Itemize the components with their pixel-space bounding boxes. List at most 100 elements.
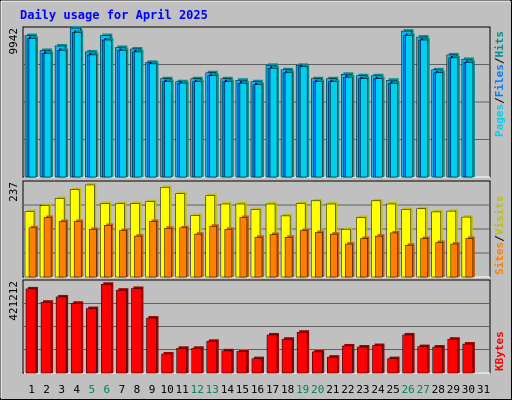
day-tick-label: 31 <box>477 383 490 396</box>
pages-bar <box>435 72 443 178</box>
visits-legend-item: / <box>493 235 506 242</box>
kbytes-bar <box>236 351 248 374</box>
kbytes-bar <box>387 358 398 374</box>
sites-bar <box>284 237 293 278</box>
visits-legend: Sites/Visits <box>493 196 506 276</box>
hits-legend-item: / <box>493 97 506 104</box>
day-tick-label: 16 <box>251 383 264 396</box>
sites-bar <box>58 221 67 278</box>
pages-bar <box>375 78 383 178</box>
sites-bar <box>89 229 97 278</box>
kbytes-bar <box>176 348 187 374</box>
pages-bar <box>405 35 413 178</box>
day-tick-label: 23 <box>356 383 369 396</box>
kbytes-bar <box>86 308 97 374</box>
pages-bar <box>345 77 353 178</box>
day-tick-label: 5 <box>88 383 95 396</box>
kbytes-bar <box>402 334 413 374</box>
pages-bar <box>89 54 97 178</box>
kbytes-bar <box>342 345 353 374</box>
sites-bar <box>420 238 428 278</box>
day-tick-label: 29 <box>447 383 460 396</box>
kbytes-bar <box>327 356 338 374</box>
pages-bar <box>420 39 428 178</box>
day-tick-label: 2 <box>43 383 50 396</box>
visits-legend-item: Sites <box>493 242 506 275</box>
pages-bar <box>209 75 218 178</box>
day-tick-label: 15 <box>236 383 249 396</box>
sites-bar <box>73 221 82 278</box>
kbytes-bar <box>447 338 459 374</box>
day-tick-label: 1 <box>28 383 35 396</box>
day-tick-label: 12 <box>191 383 204 396</box>
day-tick-label: 28 <box>432 383 445 396</box>
kbytes-ymax-label: 421212 <box>7 281 20 321</box>
sites-bar <box>405 245 413 278</box>
day-tick-label: 26 <box>402 383 415 396</box>
kbytes-bar <box>40 301 52 374</box>
day-tick-label: 27 <box>417 383 430 396</box>
kbytes-bar <box>432 346 443 374</box>
pages-bar <box>269 68 278 178</box>
pages-bar <box>43 53 52 178</box>
day-tick-label: 6 <box>104 383 111 396</box>
visits-ymax-label: 237 <box>7 182 20 202</box>
sites-bar <box>375 235 383 278</box>
pages-bar <box>134 51 142 178</box>
day-tick-label: 4 <box>73 383 80 396</box>
kbytes-legend: KBytes <box>493 331 506 371</box>
day-tick-label: 18 <box>281 383 294 396</box>
kbytes-bar <box>311 351 323 374</box>
pages-bar <box>330 81 338 178</box>
pages-bar <box>360 78 368 178</box>
day-tick-label: 14 <box>221 383 235 396</box>
kbytes-bar <box>131 288 142 374</box>
hits-legend-item: Hits <box>493 31 506 58</box>
day-tick-label: 13 <box>206 383 219 396</box>
kbytes-bar <box>266 334 278 374</box>
day-tick-label: 8 <box>134 383 141 396</box>
kbytes-bar <box>221 350 233 374</box>
pages-bar <box>239 82 248 178</box>
pages-bar <box>299 66 308 178</box>
day-tick-label: 7 <box>119 383 126 396</box>
kbytes-bar <box>296 331 308 374</box>
day-tick-label: 19 <box>296 383 309 396</box>
kbytes-bar <box>146 317 157 374</box>
sites-bar <box>104 225 112 278</box>
pages-bar <box>73 32 82 178</box>
sites-bar <box>194 233 202 278</box>
pages-bar <box>465 62 474 178</box>
sites-bar <box>390 232 398 278</box>
sites-bar <box>269 234 278 278</box>
day-tick-label: 17 <box>266 383 279 396</box>
kbytes-bar <box>101 284 112 374</box>
sites-bar <box>254 237 263 278</box>
kbytes-bar <box>161 353 172 374</box>
pages-bar <box>314 81 323 178</box>
sites-bar <box>314 232 323 278</box>
chart-panels: 9942Pages/Files/Hits237Sites/Visits42121… <box>7 26 506 396</box>
sites-bar <box>239 217 248 278</box>
pages-bar <box>450 57 459 178</box>
sites-bar <box>164 227 172 278</box>
kbytes-bar <box>281 338 293 374</box>
sites-bar <box>209 225 218 278</box>
kbytes-bar <box>206 341 218 374</box>
kbytes-bar <box>191 348 202 374</box>
sites-bar <box>28 227 37 278</box>
day-tick-label: 22 <box>341 383 354 396</box>
pages-bar <box>224 81 233 178</box>
sites-bar <box>299 230 308 278</box>
kbytes-bar <box>372 345 383 374</box>
pages-bar <box>119 50 127 178</box>
day-tick-label: 21 <box>326 383 339 396</box>
visits-legend-item: Visits <box>493 196 506 236</box>
sites-bar <box>149 221 157 278</box>
pages-bar <box>104 39 112 178</box>
pages-bar <box>164 81 172 178</box>
hits-legend: Pages/Files/Hits <box>493 31 506 137</box>
day-tick-label: 24 <box>371 383 385 396</box>
hits-ymax-label: 9942 <box>7 28 20 55</box>
